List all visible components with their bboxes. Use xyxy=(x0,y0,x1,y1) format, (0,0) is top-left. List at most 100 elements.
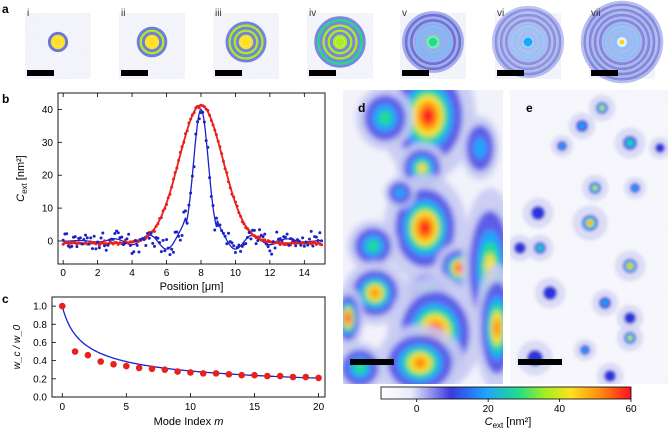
blue-data-point xyxy=(237,243,241,247)
blob-outer xyxy=(514,242,526,254)
blue-data-point xyxy=(135,243,139,247)
blob-level xyxy=(367,240,379,252)
red-data-point xyxy=(182,140,186,144)
ring xyxy=(228,24,264,60)
blue-data-point xyxy=(316,239,320,243)
blue-data-point xyxy=(196,120,200,124)
scale-bar xyxy=(402,70,429,76)
panel-label-a: a xyxy=(2,2,9,16)
panel-e-scale-bar xyxy=(518,359,562,365)
blue-data-point xyxy=(127,232,131,236)
ring xyxy=(583,3,661,81)
red-data-point xyxy=(233,200,237,204)
blue-data-point xyxy=(213,228,217,232)
mode-data-point xyxy=(251,371,258,379)
red-data-point xyxy=(187,121,191,125)
blue-data-point xyxy=(175,230,179,234)
plot-frame xyxy=(57,92,326,265)
ring-halo xyxy=(136,26,168,58)
red-data-point xyxy=(213,128,217,132)
blue-data-point xyxy=(263,232,267,236)
blue-data-point xyxy=(252,228,256,232)
blue-data-point xyxy=(97,246,101,250)
ring xyxy=(609,29,635,55)
red-data-point xyxy=(220,152,224,156)
ring xyxy=(614,34,630,50)
x-tick-label: 12 xyxy=(264,268,276,279)
blue-data-point xyxy=(261,235,265,239)
blue-data-point xyxy=(90,247,94,251)
ring-halo xyxy=(47,31,69,53)
red-data-point xyxy=(320,243,324,247)
ring-halo xyxy=(606,26,638,58)
panel-c-mode-chart: 0 5 10 15 20 0.0 0.2 0.4 0.6 0.8 1.0 Mode Index m w_… xyxy=(12,296,326,428)
blob-level xyxy=(578,122,586,130)
ring xyxy=(604,24,640,60)
x-tick-label: 14 xyxy=(299,268,311,279)
red-data-point xyxy=(173,171,177,175)
ring-halo xyxy=(580,0,664,84)
mode-data-point xyxy=(315,374,322,382)
panel-a-roman-label: ii xyxy=(121,8,125,19)
ring-halo xyxy=(314,16,366,68)
blue-data-point xyxy=(61,238,65,242)
mode-data-point xyxy=(238,371,245,379)
ring-halo xyxy=(141,31,163,53)
blue-data-point xyxy=(159,250,163,254)
ring xyxy=(322,24,358,60)
blue-data-point xyxy=(180,233,184,237)
red-data-point xyxy=(103,239,107,243)
blob-level xyxy=(370,288,380,298)
blue-data-point xyxy=(75,245,79,249)
ring xyxy=(233,29,259,55)
blob-level xyxy=(632,185,638,191)
mode-data-point xyxy=(276,372,284,380)
red-data-point xyxy=(206,108,210,112)
ring-halo xyxy=(512,26,544,58)
blob-level xyxy=(378,110,392,126)
panel-a-roman-label: vi xyxy=(497,8,504,19)
blob-level xyxy=(627,140,633,146)
red-data-point xyxy=(202,105,206,109)
y-tick-label: 10 xyxy=(42,204,54,215)
ring xyxy=(599,19,645,65)
ring xyxy=(332,34,348,50)
red-data-point xyxy=(101,241,105,245)
blue-data-point xyxy=(149,231,153,235)
red-data-point xyxy=(159,216,163,220)
blue-data-point xyxy=(96,240,100,244)
mode-data-point xyxy=(302,373,310,381)
blue-data-point xyxy=(297,239,301,243)
blue-data-point xyxy=(89,236,93,240)
mode-data-point xyxy=(199,370,207,377)
blob-level xyxy=(473,137,487,159)
red-data-point xyxy=(232,195,236,199)
mode-data-point xyxy=(174,368,181,375)
blue-data-point xyxy=(264,242,268,246)
blue-data-point xyxy=(171,250,175,254)
panels-d-e-images xyxy=(343,90,668,384)
red-data-point xyxy=(197,106,201,110)
ring xyxy=(510,24,546,60)
red-data-point xyxy=(211,123,215,127)
blob-level xyxy=(582,347,588,353)
ring xyxy=(515,29,541,55)
blob-level xyxy=(419,221,431,235)
blue-data-point xyxy=(99,236,103,240)
scale-bar xyxy=(497,70,524,76)
red-data-point xyxy=(152,229,156,233)
ring-halo xyxy=(507,21,549,63)
blue-data-point xyxy=(116,231,120,235)
blue-data-point xyxy=(233,250,237,254)
panel-a-tile-vi: vi xyxy=(491,5,565,79)
ring-halo xyxy=(417,26,449,58)
ring xyxy=(520,34,536,50)
blue-data-point xyxy=(301,236,305,240)
mode-data-point xyxy=(212,370,220,377)
blue-data-point xyxy=(256,239,260,243)
red-data-point xyxy=(190,113,194,117)
ring xyxy=(327,29,353,55)
blue-data-point xyxy=(147,236,151,240)
blue-data-point xyxy=(177,234,181,238)
blue-data-point xyxy=(225,242,229,246)
